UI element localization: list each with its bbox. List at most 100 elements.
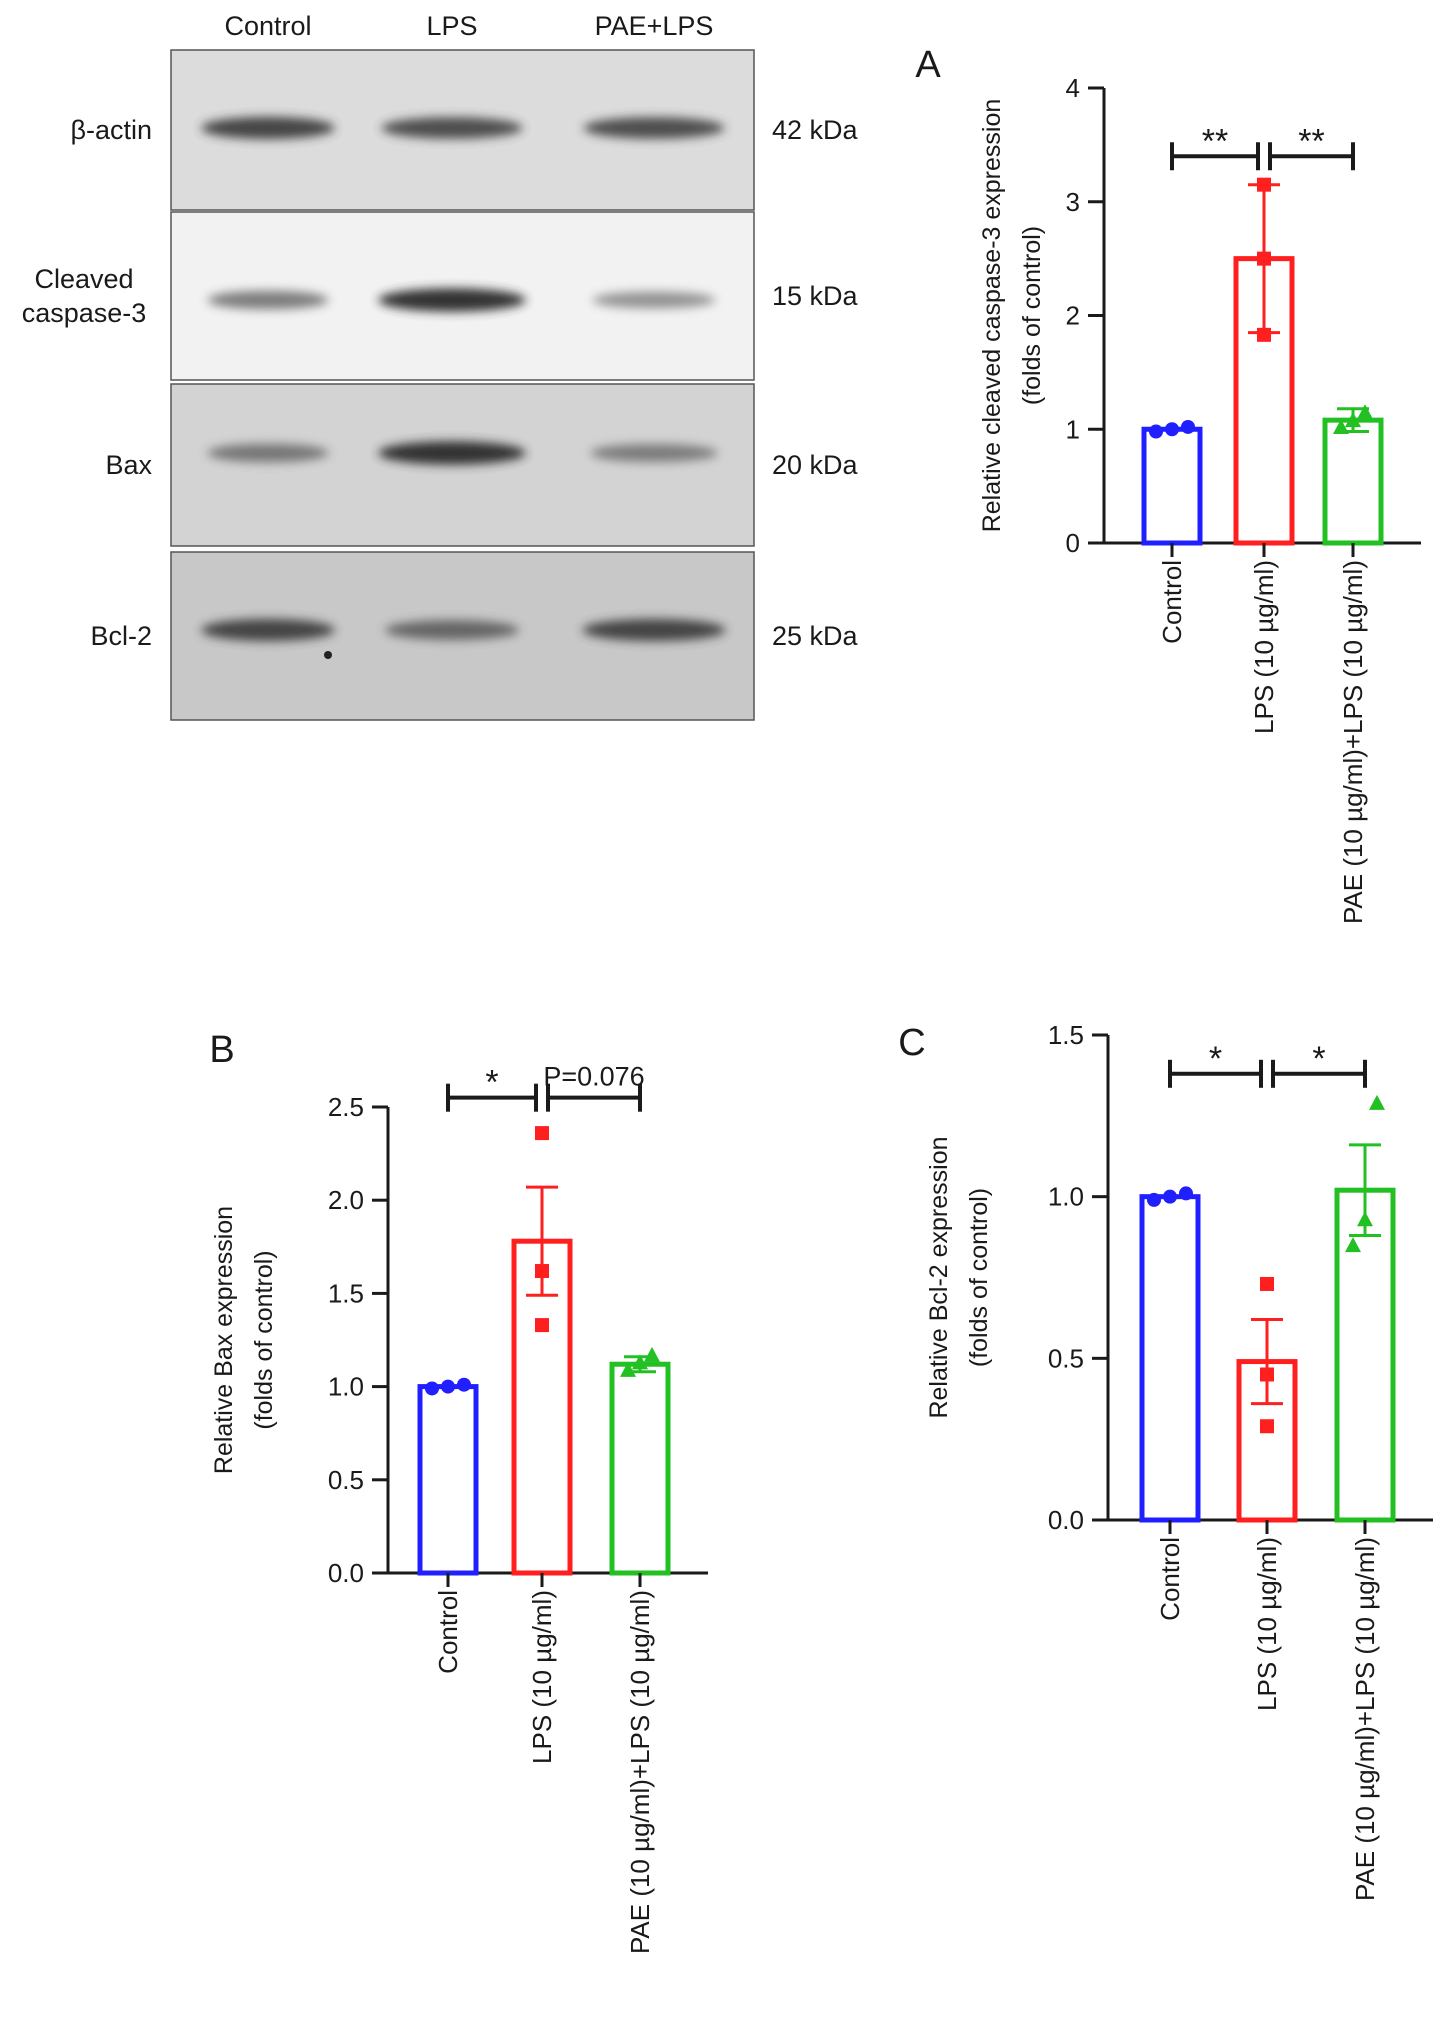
- y-tick-label: 1.0: [328, 1372, 364, 1402]
- data-point: [1345, 1237, 1361, 1253]
- blot-lane-label: LPS: [426, 11, 477, 41]
- bar: [609, 1361, 671, 1576]
- blot-kda-label: 15 kDa: [772, 281, 859, 311]
- x-tick-label: PAE (10 µg/ml)+LPS (10 µg/ml): [1350, 1537, 1380, 1901]
- chart-panel-b: B 0.0 0.5 1.0 1.5 2.0 2.5 Relative Bax expressi…: [209, 1029, 708, 1954]
- y-tick-label: 1.0: [1048, 1182, 1084, 1212]
- blot-band: [384, 620, 520, 640]
- y-tick-label: 0.5: [1048, 1343, 1084, 1373]
- data-point: [1357, 404, 1373, 420]
- data-point: [1260, 1276, 1274, 1291]
- x-tick-label: Control: [1157, 560, 1187, 644]
- significance-label: *: [485, 1064, 498, 1102]
- blot-band: [381, 117, 523, 139]
- x-tick-label: LPS (10 µg/ml): [1252, 1537, 1282, 1711]
- x-tick-label: PAE (10 µg/ml)+LPS (10 µg/ml): [625, 1590, 655, 1954]
- data-point: [441, 1379, 455, 1394]
- bar: [1139, 1194, 1201, 1523]
- blot-row-label: Bcl-2: [90, 621, 152, 651]
- y-axis-label: Relative Bcl-2 expression: [925, 1136, 953, 1418]
- x-tick-label: LPS (10 µg/ml): [527, 1590, 557, 1764]
- y-axis-label: (folds of control): [965, 1188, 993, 1367]
- y-axis-label: Relative cleaved caspase-3 expression: [978, 99, 1006, 533]
- blot-band: [582, 618, 726, 642]
- y-tick-label: 1.5: [1048, 1020, 1084, 1050]
- y-tick-label: 0.0: [1048, 1505, 1084, 1535]
- blot-row-label: Bax: [105, 450, 152, 480]
- data-point: [1260, 1367, 1274, 1382]
- blot-band: [592, 291, 716, 309]
- panel-letter: A: [915, 44, 941, 86]
- blot-band: [583, 117, 725, 139]
- data-point: [535, 1318, 549, 1333]
- blot-lane-label: PAE+LPS: [595, 11, 714, 41]
- data-point: [1257, 327, 1271, 342]
- data-point: [644, 1346, 660, 1362]
- blot-lane-label: Control: [224, 11, 311, 41]
- y-tick-label: 1.5: [328, 1278, 364, 1308]
- y-tick-label: 3: [1066, 187, 1080, 217]
- x-tick-label: PAE (10 µg/ml)+LPS (10 µg/ml): [1338, 560, 1368, 924]
- panel-letter: C: [898, 1022, 925, 1064]
- data-point: [457, 1377, 471, 1392]
- data-point: [1257, 177, 1271, 192]
- chart-panel-c: C 0.0 0.5 1.0 1.5 Relative Bcl-2 expression (f…: [898, 1020, 1433, 1901]
- data-point: [1357, 1211, 1373, 1227]
- significance-label: **: [1202, 122, 1228, 160]
- y-tick-label: 4: [1066, 73, 1080, 103]
- blot-row-label: β-actin: [70, 115, 152, 145]
- significance-label: *: [1209, 1040, 1222, 1078]
- blot-kda-label: 20 kDa: [772, 450, 859, 480]
- blot-kda-label: 42 kDa: [772, 115, 859, 145]
- y-axis-label: (folds of control): [250, 1250, 278, 1429]
- y-tick-label: 2.0: [328, 1185, 364, 1215]
- blot-band: [207, 290, 329, 310]
- data-point: [1181, 419, 1195, 434]
- x-tick-label: Control: [433, 1590, 463, 1674]
- blot-band: [201, 116, 335, 140]
- bar: [1334, 1187, 1396, 1523]
- y-tick-label: 0.5: [328, 1465, 364, 1495]
- blot-band: [201, 618, 335, 642]
- y-axis-label: (folds of control): [1018, 226, 1046, 405]
- bar: [1141, 426, 1203, 546]
- data-point: [1149, 424, 1163, 439]
- data-point: [535, 1264, 549, 1279]
- data-point: [1165, 422, 1179, 437]
- data-point: [1257, 251, 1271, 266]
- significance-label: P=0.076: [543, 1062, 644, 1092]
- data-point: [1179, 1186, 1193, 1201]
- data-point: [535, 1126, 549, 1141]
- data-point: [425, 1381, 439, 1396]
- data-point: [1333, 418, 1349, 434]
- panel-letter: B: [209, 1029, 234, 1071]
- blot-row-label: caspase-3: [22, 298, 147, 328]
- data-point: [1147, 1192, 1161, 1207]
- blot-speck: [324, 651, 332, 659]
- significance-label: **: [1298, 122, 1324, 160]
- data-point: [1163, 1189, 1177, 1204]
- y-axis-label: Relative Bax expression: [210, 1206, 238, 1474]
- x-tick-label: LPS (10 µg/ml): [1249, 560, 1279, 734]
- blot-strip: [170, 383, 755, 547]
- data-point: [1345, 412, 1361, 428]
- bar: [1322, 417, 1384, 546]
- y-tick-label: 0.0: [328, 1558, 364, 1588]
- chart-panel-a: A 0 1 2 3 4 Relative cleaved caspase-3 express…: [915, 44, 1421, 924]
- data-point: [632, 1354, 648, 1370]
- y-tick-label: 2: [1066, 301, 1080, 331]
- blot-band: [378, 288, 526, 312]
- western-blot: Control LPS PAE+LPS β-actin 42 kDa Cleaved cas…: [22, 11, 859, 721]
- blot-band: [207, 443, 329, 463]
- y-tick-label: 2.5: [328, 1092, 364, 1122]
- y-tick-label: 0: [1066, 528, 1080, 558]
- data-point: [1369, 1094, 1385, 1110]
- blot-band: [378, 441, 526, 465]
- x-tick-label: Control: [1155, 1537, 1185, 1621]
- data-point: [620, 1361, 636, 1377]
- blot-band: [590, 444, 718, 462]
- bar: [417, 1384, 479, 1576]
- blot-row-label: Cleaved: [34, 264, 133, 294]
- significance-label: *: [1312, 1040, 1325, 1078]
